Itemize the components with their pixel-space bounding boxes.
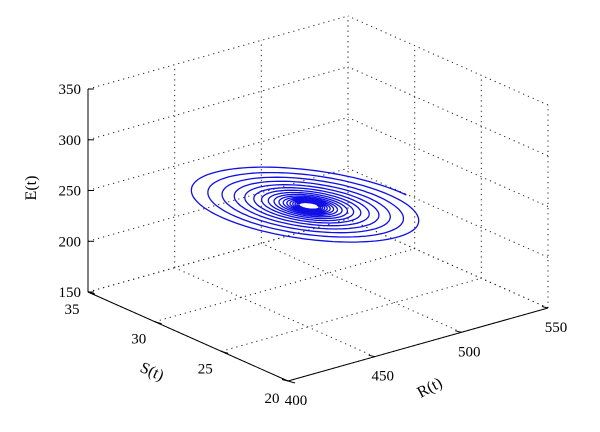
y-tick-label: 30	[131, 332, 146, 348]
grid-layer	[87, 15, 549, 382]
curve-layer	[190, 166, 420, 243]
x-tick-label: 400	[285, 393, 308, 409]
z-tick-label: 350	[59, 82, 82, 98]
back-wall-grid-line	[87, 218, 349, 293]
y-tick-label: 35	[65, 302, 80, 318]
z-tick-label: 200	[59, 234, 82, 250]
x-tick-mark	[368, 354, 375, 358]
side-wall-grid-line	[347, 66, 549, 157]
x-tick-mark	[455, 330, 462, 333]
x-tick-mark	[541, 306, 549, 309]
x-axis-line	[287, 307, 549, 382]
y-tick-mark	[221, 350, 229, 354]
y-axis-line	[87, 291, 289, 382]
y-axis-label: S(t)	[137, 359, 166, 384]
axis-layer	[87, 89, 549, 382]
z-tick-label: 300	[59, 133, 82, 149]
x-axis-label: R(t)	[415, 374, 446, 401]
z-axis-label: E(t)	[23, 176, 40, 201]
x-tick-label: 450	[371, 369, 394, 385]
y-tick-label: 20	[265, 391, 280, 407]
y-tick-label: 25	[198, 361, 213, 377]
z-tick-label: 150	[59, 285, 82, 301]
floor-grid-line	[261, 242, 462, 333]
side-wall-grid-line	[347, 218, 549, 309]
series-line	[190, 166, 420, 243]
side-wall-grid-line	[347, 15, 549, 106]
x-tick-mark	[281, 379, 289, 382]
floor-grid-line	[154, 248, 415, 323]
floor-grid-line	[174, 267, 375, 358]
x-tick-label: 500	[458, 344, 481, 360]
floor-grid-line	[221, 277, 482, 352]
y-tick-mark	[287, 380, 296, 384]
z-tick-label: 250	[59, 184, 82, 200]
side-wall-grid-line	[347, 167, 549, 258]
y-tick-mark	[154, 321, 162, 325]
x-tick-label: 550	[545, 320, 568, 336]
side-wall-grid-line	[347, 117, 549, 207]
